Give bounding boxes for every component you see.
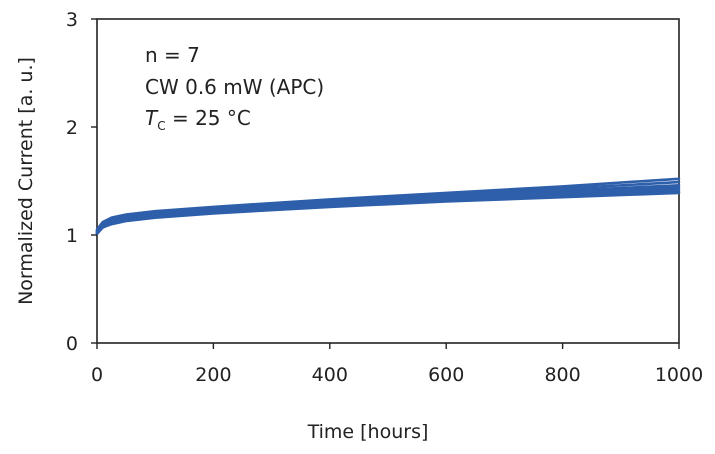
y-tick-label: 0 — [66, 333, 78, 355]
y-axis-title: Normalized Current [a. u.] — [15, 57, 37, 305]
ticks-layer — [91, 18, 680, 349]
y-tick-labels: 0 1 2 3 — [66, 9, 78, 355]
annotation-temperature-var: T — [145, 106, 159, 130]
annotation-block: n = 7 CW 0.6 mW (APC) TC = 25 °C — [145, 43, 324, 133]
annotation-temperature-sub: C — [157, 119, 165, 133]
series-layer — [95, 177, 681, 236]
x-tick-label: 0 — [91, 364, 103, 386]
series-line-7 — [95, 191, 681, 236]
x-tick-label: 400 — [312, 364, 348, 386]
x-tick-label: 1000 — [655, 364, 703, 386]
annotation-drive-condition: CW 0.6 mW (APC) — [145, 75, 324, 99]
y-tick-label: 1 — [66, 225, 78, 247]
x-tick-labels: 0 200 400 600 800 1000 — [91, 364, 703, 386]
x-tick-label: 600 — [428, 364, 464, 386]
x-axis-title: Time [hours] — [307, 421, 429, 443]
y-tick-label: 3 — [66, 9, 78, 31]
x-tick-label: 800 — [544, 364, 580, 386]
plot-area — [96, 18, 680, 344]
annotation-sample-count: n = 7 — [145, 43, 200, 67]
x-tick-label: 200 — [195, 364, 231, 386]
annotation-temperature-value: = 25 °C — [166, 106, 251, 130]
annotation-temperature: TC = 25 °C — [145, 106, 251, 133]
y-tick-label: 2 — [66, 117, 78, 139]
